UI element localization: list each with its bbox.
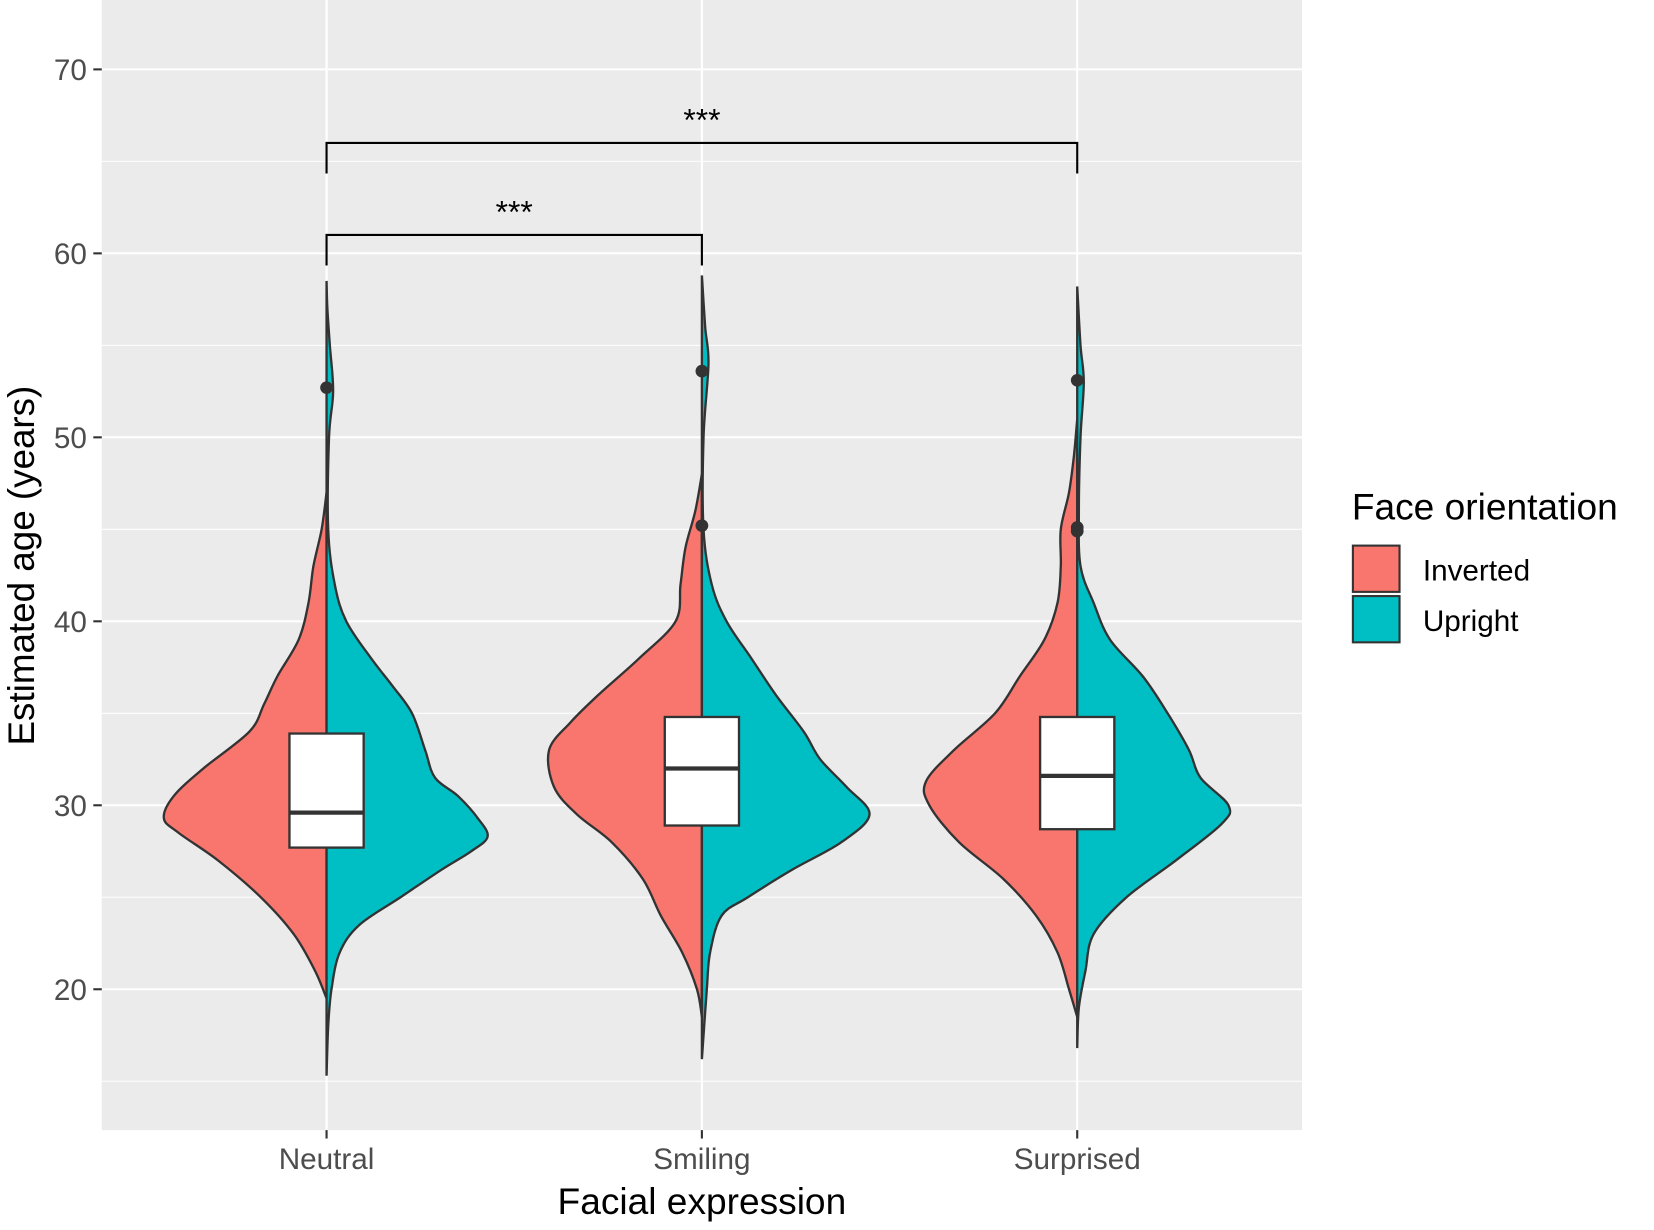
significance-label: *** xyxy=(683,101,720,137)
box xyxy=(663,715,741,827)
box xyxy=(288,732,365,849)
outlier-point xyxy=(320,381,333,394)
legend-key-upright xyxy=(1351,595,1401,644)
y-tick-label: 30 xyxy=(54,790,87,823)
y-axis-title: Estimated age (years) xyxy=(1,386,42,746)
legend: Face orientation Inverted Upright xyxy=(1351,486,1618,644)
significance-bracket xyxy=(325,233,703,266)
violin-half-upright xyxy=(1076,286,1232,1049)
outlier-point xyxy=(1070,373,1084,387)
x-axis-title: Facial expression xyxy=(558,1181,847,1222)
significance-bracket xyxy=(325,141,1079,174)
violin-half-inverted xyxy=(546,473,704,1018)
x-tick-label: Neutral xyxy=(279,1143,375,1176)
legend-label-inverted: Inverted xyxy=(1423,554,1530,587)
y-tick-label: 20 xyxy=(54,974,87,1007)
violin-half-upright xyxy=(325,280,489,1076)
box xyxy=(1038,715,1116,831)
x-tick-label: Surprised xyxy=(1014,1143,1141,1176)
y-tick-label: 40 xyxy=(54,606,87,639)
violin-half-upright xyxy=(700,275,871,1060)
legend-title: Face orientation xyxy=(1352,486,1618,527)
significance-label: *** xyxy=(496,193,533,229)
y-tick-label: 70 xyxy=(54,54,87,87)
violin-half-inverted xyxy=(162,492,328,999)
outlier-point xyxy=(695,364,709,378)
outlier-point xyxy=(1070,524,1084,538)
legend-key-inverted xyxy=(1351,544,1401,593)
y-tick-label: 50 xyxy=(54,422,87,455)
x-tick-label: Smiling xyxy=(653,1143,750,1176)
y-tick-label: 60 xyxy=(54,238,87,271)
legend-label-upright: Upright xyxy=(1423,605,1519,638)
outlier-point xyxy=(695,519,709,532)
violin-half-inverted xyxy=(922,418,1079,1018)
